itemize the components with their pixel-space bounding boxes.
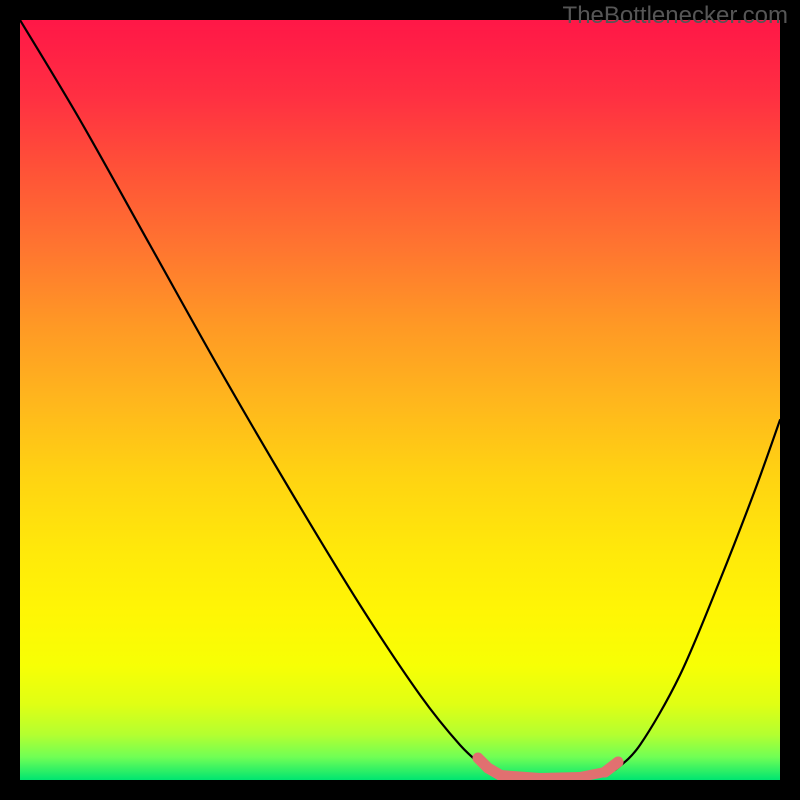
bottleneck-chart bbox=[20, 20, 780, 780]
watermark-text: TheBottlenecker.com bbox=[563, 2, 788, 30]
